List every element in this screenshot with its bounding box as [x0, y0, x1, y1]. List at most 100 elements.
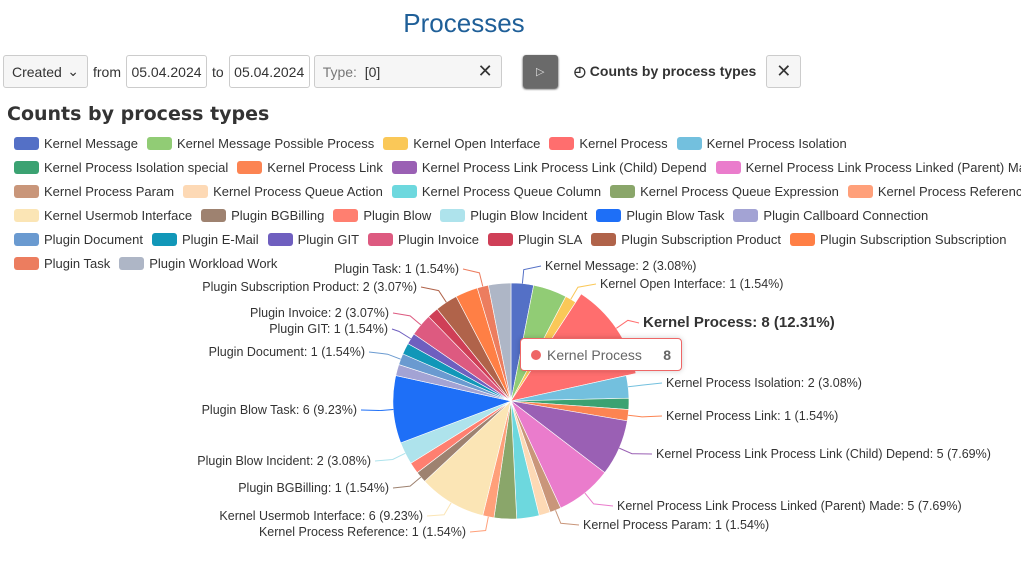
legend-label: Kernel Message Possible Process [176, 135, 375, 151]
to-label: to [212, 63, 224, 80]
legend-item[interactable]: Kernel Process Link [237, 155, 383, 179]
legend-swatch [383, 136, 409, 150]
legend-swatch [487, 232, 513, 246]
slice-label: Plugin Document: 1 (1.54%) [209, 345, 365, 359]
legend-label: Kernel Process Queue Expression [640, 183, 839, 199]
legend-item[interactable]: Plugin Task [14, 251, 110, 275]
label-leader-line [469, 516, 489, 533]
clear-type-icon[interactable]: ✕ [477, 61, 493, 81]
legend-item[interactable]: Kernel Process Link Process Link (Child)… [391, 155, 707, 179]
legend-item[interactable]: Plugin Blow Incident [440, 203, 587, 227]
close-chart-button[interactable]: ✕ [766, 55, 802, 88]
legend-item[interactable]: Plugin Subscription Subscription [790, 227, 1006, 251]
legend-item[interactable]: Kernel Process Isolation special [14, 155, 228, 179]
legend-swatch [237, 160, 263, 174]
legend-label: Kernel Process Queue Action [213, 183, 383, 199]
tooltip-name: Kernel Process [547, 346, 642, 363]
slice-label: Kernel Process Link: 1 (1.54%) [666, 409, 838, 423]
legend-swatch [333, 208, 359, 222]
legend-item[interactable]: Kernel Open Interface [383, 131, 540, 155]
legend-label: Plugin BGBilling [231, 207, 325, 223]
label-leader-line [584, 492, 614, 507]
from-date-input[interactable]: 05.04.2024 [126, 55, 207, 88]
type-filter[interactable]: Type: [0] ✕ [313, 55, 502, 88]
legend-label: Kernel Process Isolation special [44, 159, 229, 175]
legend-item[interactable]: Plugin GIT [267, 227, 359, 251]
legend-label: Plugin E-Mail [182, 231, 259, 247]
pie-slice[interactable] [487, 282, 512, 402]
legend-item[interactable]: Plugin Blow [333, 203, 431, 227]
legend-item[interactable]: Kernel Process Isolation [676, 131, 847, 155]
legend-swatch [549, 136, 575, 150]
legend-item[interactable]: Plugin Workload Work [119, 251, 277, 275]
legend-swatch [368, 232, 394, 246]
legend-row: Kernel Usermob Interface Plugin BGBilling… [14, 203, 1019, 227]
legend-item[interactable]: Plugin Invoice [368, 227, 479, 251]
legend-label: Plugin Blow Incident [470, 207, 588, 223]
legend-label: Plugin Task [44, 255, 111, 271]
legend-row: Kernel Process Param Kernel Process Queue… [14, 179, 1021, 203]
date-field-select[interactable]: Created ⌄ [3, 55, 88, 88]
legend-swatch [146, 136, 172, 150]
legend-item[interactable]: Plugin BGBilling [201, 203, 324, 227]
chart-title: Counts by process types [7, 103, 270, 125]
chart-type-text: Counts by process types [589, 63, 757, 79]
legend-swatch [14, 232, 39, 246]
legend-row: Kernel Process Isolation special Kernel P… [14, 155, 1021, 179]
legend-label: Kernel Process Isolation [706, 135, 847, 151]
slice-label: Plugin Subscription Product: 2 (3.07%) [202, 280, 417, 294]
legend-swatch [183, 184, 209, 198]
legend-item[interactable]: Kernel Process Queue Column [391, 179, 601, 203]
legend-item[interactable]: Plugin Blow Task [596, 203, 724, 227]
legend-item[interactable]: Kernel Process Reference [847, 179, 1021, 203]
legend-swatch [715, 160, 741, 174]
slice-label: Plugin GIT: 1 (1.54%) [269, 322, 388, 336]
legend-swatch [14, 256, 39, 270]
legend-item[interactable]: Plugin E-Mail [152, 227, 259, 251]
to-date-input[interactable]: 05.04.2024 [228, 55, 310, 88]
legend-label: Kernel Process [579, 135, 668, 151]
label-leader-line [392, 312, 422, 326]
label-leader-line [368, 351, 401, 360]
slice-label: Kernel Process Isolation: 2 (3.08%) [666, 376, 862, 390]
legend-label: Kernel Process Link [267, 159, 383, 175]
legend-swatch [14, 184, 39, 198]
run-button[interactable]: ▷ [522, 55, 558, 88]
legend-label: Kernel Open Interface [413, 135, 541, 151]
chart-legend: Kernel Message Kernel Message Possible Pr… [14, 131, 1021, 275]
legend-item[interactable]: Plugin Subscription Product [591, 227, 781, 251]
slice-label: Plugin Blow Task: 6 (9.23%) [202, 403, 357, 417]
legend-swatch [391, 160, 417, 174]
legend-item[interactable]: Plugin Document [14, 227, 143, 251]
label-leader-line [392, 476, 422, 489]
slice-label: Kernel Message: 2 (3.08%) [545, 259, 696, 273]
legend-swatch [14, 136, 39, 150]
type-label: Type: [322, 63, 357, 80]
legend-item[interactable]: Kernel Process Link Process Linked (Pare… [715, 155, 1021, 179]
chart-type-label: ◴ Counts by process types [574, 63, 757, 80]
chevron-down-icon: ⌄ [67, 63, 79, 79]
legend-swatch [119, 256, 145, 270]
label-leader-line [628, 414, 663, 418]
legend-item[interactable]: Kernel Usermob Interface [14, 203, 192, 227]
from-label: from [93, 63, 121, 80]
label-leader-line [420, 286, 447, 303]
slice-label: Kernel Usermob Interface: 6 (9.23%) [219, 509, 423, 523]
legend-item[interactable]: Kernel Process [549, 131, 668, 155]
legend-item[interactable]: Kernel Message Possible Process [146, 131, 375, 155]
tooltip: Kernel Process 8 [520, 338, 682, 371]
legend-label: Kernel Process Reference [877, 183, 1021, 199]
legend-swatch [14, 160, 39, 174]
legend-item[interactable]: Kernel Process Queue Expression [610, 179, 839, 203]
legend-swatch [152, 232, 177, 246]
legend-item[interactable]: Plugin Callboard Connection [733, 203, 928, 227]
legend-item[interactable]: Plugin SLA [487, 227, 582, 251]
legend-item[interactable]: Kernel Process Queue Action [183, 179, 383, 203]
legend-label: Plugin Blow [363, 207, 432, 223]
legend-item[interactable]: Kernel Process Param [14, 179, 174, 203]
label-leader-line [555, 510, 580, 526]
legend-row: Kernel Message Kernel Message Possible Pr… [14, 131, 1019, 155]
legend-item[interactable]: Kernel Message [14, 131, 138, 155]
slice-label: Kernel Process Reference: 1 (1.54%) [259, 525, 466, 539]
